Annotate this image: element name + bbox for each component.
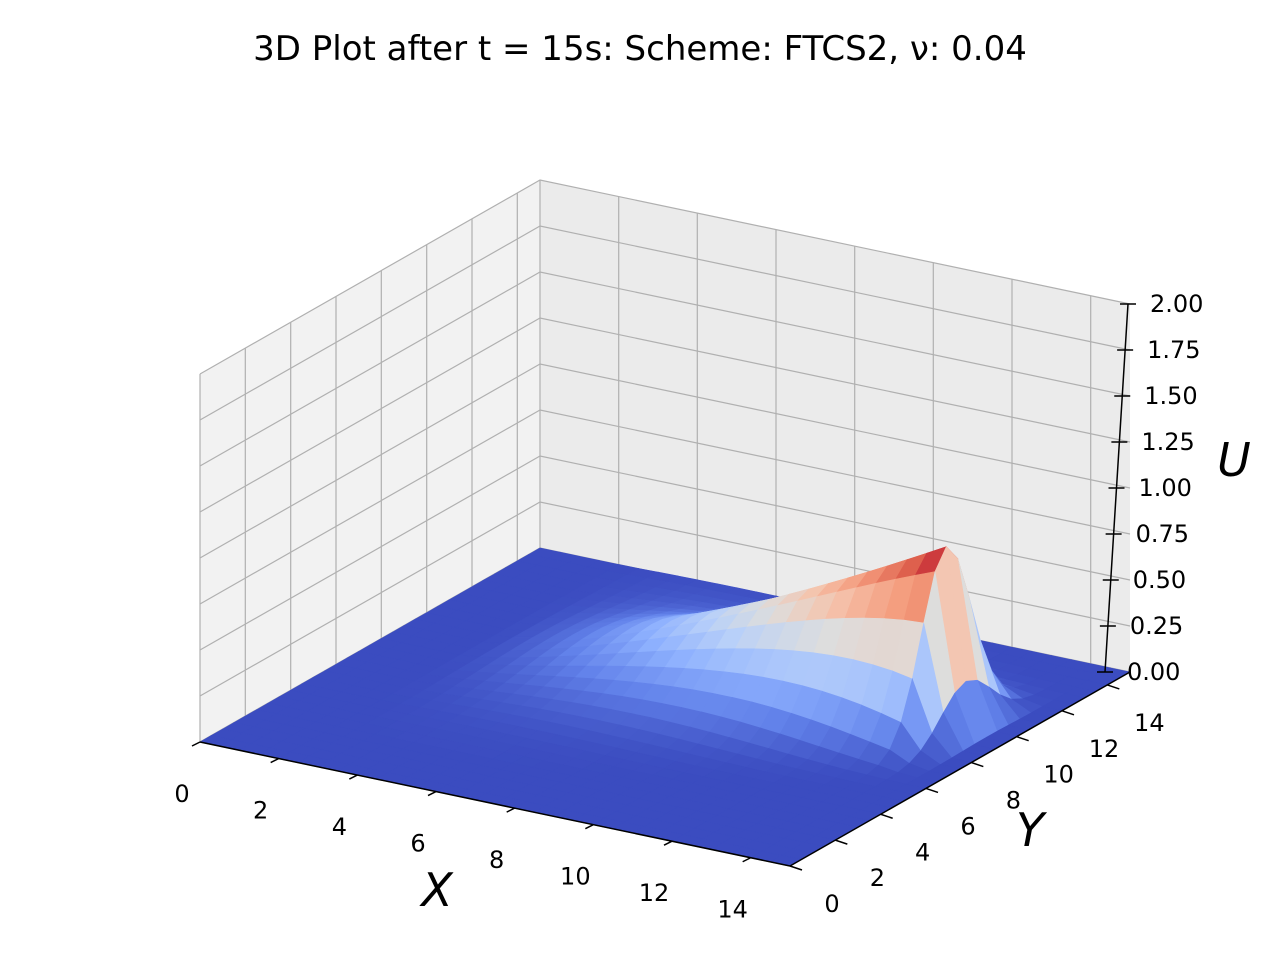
y-tick-label: 2 [870,864,885,892]
z-tick-label: 0.50 [1133,566,1186,594]
z-tick-label: 0.25 [1130,612,1183,640]
y-axis-label: Y [1016,803,1048,857]
z-tick-label: 2.00 [1150,290,1203,318]
surface-mesh [199,545,1131,867]
x-tick-label: 12 [639,879,670,907]
z-tick-label: 0.75 [1136,520,1189,548]
gridline-z [199,271,1131,467]
x-tick [742,857,752,863]
x-tick [348,774,358,780]
x-tick-labels: 0 2 4 6 8 10 12 14 [174,741,752,924]
y-tick [1016,735,1029,742]
gridline-z [199,317,1131,513]
z-tick-label: 1.50 [1144,382,1197,410]
x-tick [191,741,201,747]
y-tick [971,761,984,768]
y-tick-label: 6 [960,812,975,840]
y-tick [925,787,939,794]
z-tick-label: 1.00 [1139,474,1192,502]
y-tick [880,813,893,819]
y-tick-labels: 0 2 4 6 8 10 12 14 [789,684,1165,918]
z-tick-label: 1.75 [1147,336,1200,364]
y-tick [789,865,803,871]
gridline-z [199,409,1131,605]
y-tick-label: 14 [1134,709,1165,737]
x-tick-label: 14 [717,896,748,924]
x-tick [427,790,437,797]
y-tick-label: 8 [1006,787,1021,815]
y-tick [835,839,848,845]
y-tick-label: 4 [915,838,930,866]
x-tick-label: 4 [332,813,347,841]
y-tick [1107,684,1120,690]
x-tick-label: 2 [253,797,268,825]
y-tick-label: 12 [1089,735,1120,763]
chart-title: 3D Plot after t = 15s: Scheme: FTCS2, ν:… [253,29,1027,69]
x-axis-line [199,741,791,867]
gridline-z [199,363,1131,559]
x-tick [506,807,516,813]
x-axis-label: X [419,863,454,917]
z-axis-label: U [1217,433,1251,487]
x-tick-label: 0 [174,780,189,808]
x-tick-label: 8 [489,846,504,874]
z-tick-labels: 0.00 0.25 0.50 0.75 1.00 1.25 1.50 1.75 2.00 [1097,290,1203,686]
y-tick-label: 0 [824,890,839,918]
gridline-z [199,179,1131,375]
z-tick-label: 1.25 [1141,428,1194,456]
x-tick [270,757,280,764]
x-tick [584,823,594,830]
gridline-z [199,455,1131,651]
z-tick-label: 0.00 [1127,658,1180,686]
y-tick-label: 10 [1043,761,1074,789]
x-tick-label: 6 [410,830,425,858]
y-axis-line [789,671,1131,867]
gridline-z [199,225,1131,421]
x-tick [663,840,673,846]
x-tick-label: 10 [560,863,591,891]
y-tick [1061,710,1075,716]
